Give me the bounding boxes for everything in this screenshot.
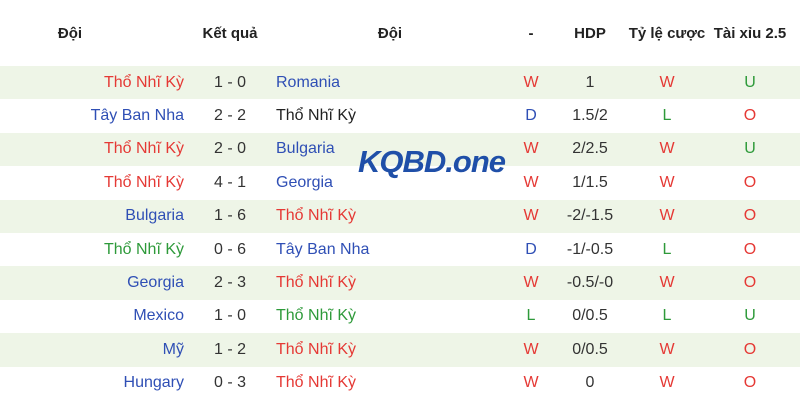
odds-cell: W xyxy=(659,140,675,158)
hdp-cell: -0.5/-0 xyxy=(566,274,614,292)
away-cell: Thổ Nhĩ Kỳ xyxy=(276,107,357,125)
away-cell: Tây Ban Nha xyxy=(276,240,370,258)
hdp-cell: 1 xyxy=(585,73,595,91)
result-row: Thổ Nhĩ Kỳ 1 - 0 Romania W 1 W U xyxy=(0,66,800,100)
hdp-cell: 1.5/2 xyxy=(572,107,608,125)
header-cell: Tài xỉu 2.5 xyxy=(713,24,787,42)
header-cell: - xyxy=(528,24,534,42)
result-cell: W xyxy=(523,173,539,191)
ou-cell: U xyxy=(744,307,756,325)
home-cell: Mỹ xyxy=(162,340,184,358)
result-cell: W xyxy=(523,274,539,292)
result-row: Hungary 0 - 3 Thổ Nhĩ Kỳ W 0 W O xyxy=(0,366,800,400)
header-cell: Kết quả xyxy=(202,24,258,42)
home-cell: Thổ Nhĩ Kỳ xyxy=(103,73,184,91)
away-cell: Thổ Nhĩ Kỳ xyxy=(276,274,357,292)
header-cell: Đội xyxy=(57,24,83,42)
result-cell: L xyxy=(526,307,536,325)
away-cell: Thổ Nhĩ Kỳ xyxy=(276,374,357,392)
result-cell: W xyxy=(523,207,539,225)
home-cell: Hungary xyxy=(123,374,184,392)
ou-cell: U xyxy=(744,73,756,91)
home-cell: Thổ Nhĩ Kỳ xyxy=(103,140,184,158)
result-row: Tây Ban Nha 2 - 2 Thổ Nhĩ Kỳ D 1.5/2 L O xyxy=(0,99,800,133)
hdp-cell: 0 xyxy=(585,374,595,392)
score-cell: 1 - 0 xyxy=(213,73,246,91)
odds-cell: W xyxy=(659,374,675,392)
result-row: Mỹ 1 - 2 Thổ Nhĩ Kỳ W 0/0.5 W O xyxy=(0,333,800,367)
odds-cell: L xyxy=(662,107,672,125)
hdp-cell: 0/0.5 xyxy=(572,340,608,358)
away-cell: Georgia xyxy=(276,173,333,191)
result-cell: W xyxy=(523,140,539,158)
home-cell: Thổ Nhĩ Kỳ xyxy=(103,173,184,191)
odds-cell: W xyxy=(659,73,675,91)
score-cell: 2 - 0 xyxy=(213,140,246,158)
hdp-cell: 0/0.5 xyxy=(572,307,608,325)
ou-cell: O xyxy=(743,207,757,225)
result-row: Thổ Nhĩ Kỳ 4 - 1 Georgia W 1/1.5 W O xyxy=(0,166,800,200)
home-cell: Thổ Nhĩ Kỳ xyxy=(103,240,184,258)
odds-cell: W xyxy=(659,207,675,225)
score-cell: 1 - 6 xyxy=(213,207,246,225)
away-cell: Thổ Nhĩ Kỳ xyxy=(276,340,357,358)
hdp-cell: -1/-0.5 xyxy=(566,240,614,258)
score-cell: 1 - 2 xyxy=(213,340,246,358)
ou-cell: U xyxy=(744,140,756,158)
watermark: KQBD.one xyxy=(358,144,506,179)
odds-cell: L xyxy=(662,307,672,325)
ou-cell: O xyxy=(743,340,757,358)
hdp-cell: -2/-1.5 xyxy=(566,207,614,225)
header-cell: Tỷ lệ cược xyxy=(628,24,706,42)
odds-cell: W xyxy=(659,274,675,292)
ou-cell: O xyxy=(743,374,757,392)
away-cell: Thổ Nhĩ Kỳ xyxy=(276,307,357,325)
ou-cell: O xyxy=(743,240,757,258)
odds-cell: W xyxy=(659,340,675,358)
home-cell: Mexico xyxy=(133,307,184,325)
away-cell: Romania xyxy=(276,73,341,91)
result-row: Georgia 2 - 3 Thổ Nhĩ Kỳ W -0.5/-0 W O xyxy=(0,266,800,300)
score-cell: 2 - 2 xyxy=(213,107,246,125)
result-cell: W xyxy=(523,374,539,392)
odds-cell: W xyxy=(659,173,675,191)
header-row: Đội Kết quả Đội - HDP Tỷ lệ cược Tài xỉu 2.5 xyxy=(0,0,800,66)
hdp-cell: 2/2.5 xyxy=(572,140,608,158)
ou-cell: O xyxy=(743,107,757,125)
score-cell: 0 - 3 xyxy=(213,374,246,392)
score-cell: 4 - 1 xyxy=(213,173,246,191)
away-cell: Bulgaria xyxy=(276,140,335,158)
result-row: Mexico 1 - 0 Thổ Nhĩ Kỳ L 0/0.5 L U xyxy=(0,299,800,334)
result-row: Thổ Nhĩ Kỳ 0 - 6 Tây Ban Nha D -1/-0.5 L O xyxy=(0,233,800,267)
score-cell: 0 - 6 xyxy=(213,240,246,258)
ou-cell: O xyxy=(743,173,757,191)
result-row: Thổ Nhĩ Kỳ 2 - 0 Bulgaria W 2/2.5 W U xyxy=(0,132,800,167)
header-cell: Đội xyxy=(377,24,403,42)
score-cell: 2 - 3 xyxy=(213,274,246,292)
score-cell: 1 - 0 xyxy=(213,307,246,325)
odds-cell: L xyxy=(662,240,672,258)
ou-cell: O xyxy=(743,274,757,292)
result-cell: D xyxy=(525,107,537,125)
header-cell: HDP xyxy=(574,24,606,42)
result-row: Bulgaria 1 - 6 Thổ Nhĩ Kỳ W -2/-1.5 W O xyxy=(0,199,800,233)
home-cell: Georgia xyxy=(127,274,184,292)
hdp-cell: 1/1.5 xyxy=(572,173,608,191)
result-cell: W xyxy=(523,340,539,358)
result-cell: W xyxy=(523,73,539,91)
home-cell: Tây Ban Nha xyxy=(90,107,184,125)
home-cell: Bulgaria xyxy=(125,207,184,225)
away-cell: Thổ Nhĩ Kỳ xyxy=(276,207,357,225)
result-cell: D xyxy=(525,240,537,258)
